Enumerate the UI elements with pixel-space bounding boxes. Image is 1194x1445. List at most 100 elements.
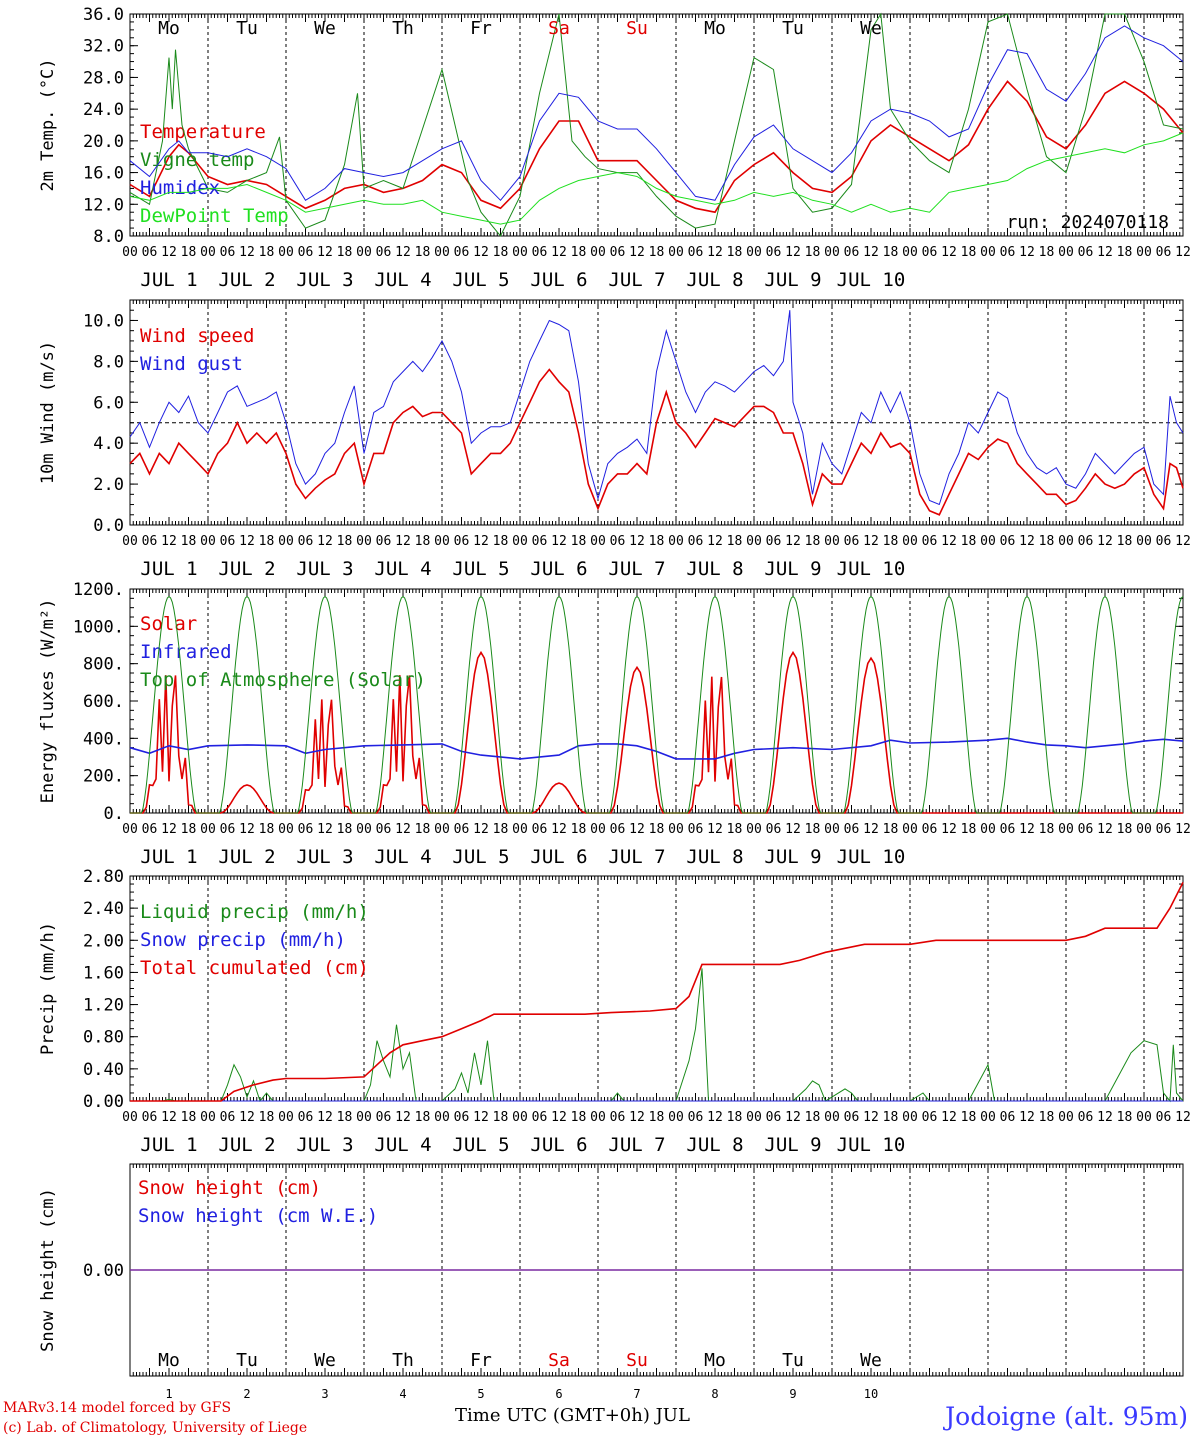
hour-tick-label: 00 [512,1110,528,1125]
hour-tick-label: 06 [142,1110,158,1125]
hour-tick-label: 12 [941,534,957,549]
y-tick-label: 0.00 [83,1092,124,1112]
y-tick-label: 0.40 [83,1060,124,1080]
hour-tick-label: 00 [200,534,216,549]
date-label: JUL 5 [452,558,509,580]
hour-tick-label: 06 [922,822,938,837]
y-axis-label: Precip (mm/h) [38,922,58,1055]
hour-tick-label: 06 [610,534,626,549]
weekday-label: Mo [704,1350,726,1371]
hour-tick-label: 00 [1136,822,1152,837]
hour-tick-label: 18 [181,1110,197,1125]
date-label: JUL 2 [218,1134,275,1156]
hour-tick-label: 18 [493,822,509,837]
y-axis-label: Energy fluxes (W/m²) [38,599,58,804]
hour-tick-label: 06 [1000,245,1016,260]
hour-tick-label: 06 [142,534,158,549]
hour-tick-label: 18 [883,1110,899,1125]
hour-tick-label: 00 [200,822,216,837]
hour-tick-label: 12 [707,245,723,260]
y-tick-label: 36.0 [83,5,124,25]
series-line-wind-speed [129,368,1184,516]
hour-tick-label: 06 [376,534,392,549]
hour-tick-label: 18 [961,245,977,260]
hour-tick-label: 00 [668,245,684,260]
hour-tick-label: 18 [883,534,899,549]
legend-entry: Wind gust [140,353,243,375]
y-tick-label: 1000. [73,617,124,637]
hour-tick-label: 00 [980,1110,996,1125]
hour-tick-label: 18 [1117,534,1133,549]
hour-tick-label: 12 [551,822,567,837]
hour-tick-label: 18 [415,1110,431,1125]
hour-tick-label: 12 [551,1110,567,1125]
hour-tick-label: 00 [1058,245,1074,260]
y-tick-label: 1.60 [83,963,124,983]
hour-tick-label: 18 [337,822,353,837]
hour-tick-label: 12 [317,534,333,549]
hour-tick-label: 12 [239,534,255,549]
hour-tick-label: 12 [395,1110,411,1125]
weekday-label: Tu [782,18,804,39]
date-label: JUL 9 [764,1134,821,1156]
hour-tick-label: 00 [356,822,372,837]
hour-tick-label: 06 [376,245,392,260]
y-tick-label: 200. [83,767,124,787]
hour-tick-label: 00 [824,1110,840,1125]
day-number-label: 7 [633,1387,640,1401]
hour-tick-label: 00 [902,822,918,837]
hour-tick-label: 18 [1039,1110,1055,1125]
day-number-label: 8 [711,1387,718,1401]
x-axis-title: Time UTC (GMT+0h) JUL [455,1405,690,1426]
hour-tick-label: 06 [1156,822,1172,837]
y-tick-label: 800. [83,655,124,675]
hour-tick-label: 00 [278,822,294,837]
date-label: JUL 10 [837,269,906,291]
model-credit: MARv3.14 model forced by GFS [3,1400,232,1416]
date-label: JUL 1 [140,558,197,580]
hour-tick-label: 18 [883,245,899,260]
weekday-label: Tu [236,18,258,39]
hour-tick-label: 06 [610,822,626,837]
hour-tick-label: 12 [863,1110,879,1125]
hour-tick-label: 00 [356,534,372,549]
hour-tick-label: 06 [922,534,938,549]
legend-entry: DewPoint Temp [140,205,289,227]
hour-tick-label: 06 [1000,534,1016,549]
day-number-label: 6 [555,1387,562,1401]
hour-tick-label: 00 [356,245,372,260]
hour-tick-label: 12 [317,245,333,260]
weekday-label: Su [626,1350,648,1371]
date-label: JUL 2 [218,558,275,580]
legend-entry: Vigne temp [140,149,254,171]
hour-tick-label: 00 [512,822,528,837]
day-number-label: 4 [399,1387,406,1401]
hour-tick-label: 00 [746,534,762,549]
hour-tick-label: 06 [532,822,548,837]
y-tick-label: 2.0 [93,475,124,495]
hour-tick-label: 06 [844,534,860,549]
day-number-label: 1 [165,1387,172,1401]
station-name: Jodoigne (alt. 95m) [945,1402,1188,1431]
weekday-label: Sa [548,1350,570,1371]
hour-tick-label: 18 [571,822,587,837]
hour-tick-label: 12 [707,822,723,837]
series-line-solar [130,650,1183,814]
hour-tick-label: 12 [239,1110,255,1125]
hour-tick-label: 06 [922,245,938,260]
hour-tick-label: 18 [883,822,899,837]
hour-tick-label: 18 [415,822,431,837]
hour-tick-label: 18 [259,1110,275,1125]
hour-tick-label: 06 [532,534,548,549]
y-tick-label: 2.00 [83,931,124,951]
hour-tick-label: 12 [941,245,957,260]
hour-tick-label: 12 [473,534,489,549]
hour-tick-label: 06 [220,822,236,837]
series-line-dewpoint-temp [129,132,1184,225]
run-annotation: run: 2024070118 [1006,212,1169,233]
date-label: JUL 3 [296,558,353,580]
lab-credit: (c) Lab. of Climatology, University of L… [3,1420,308,1436]
weekday-label: Fr [470,18,492,39]
weekday-label: Su [626,18,648,39]
legend-entry: Humidex [140,177,220,199]
